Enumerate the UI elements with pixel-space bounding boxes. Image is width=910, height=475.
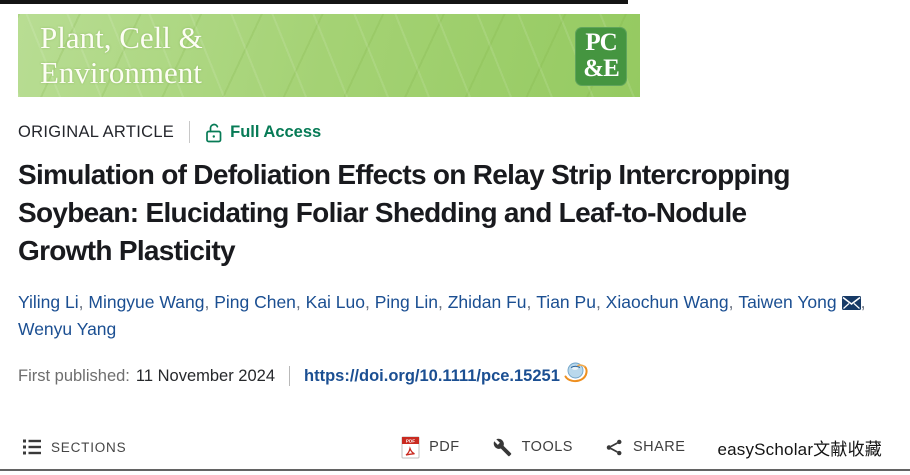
journal-logo: PC &E [575,27,627,86]
pdf-button[interactable]: PDF PDF [401,436,460,459]
author-separator: , [365,292,375,312]
doi-link[interactable]: https://doi.org/10.1111/pce.15251 [304,366,560,385]
easyscholar-extension-label: easyScholar文献收藏 [717,439,882,459]
author-separator: , [204,292,215,312]
wrench-icon [493,438,511,456]
journal-banner[interactable]: Plant, Cell & Environment PC &E [18,14,640,97]
article-meta-row: ORIGINAL ARTICLE Full Access [18,121,321,143]
author-link[interactable]: Taiwen Yong [738,292,837,312]
tools-label: TOOLS [521,439,573,455]
title-line: Soybean: Elucidating Foliar Shedding and… [18,197,747,228]
tools-button[interactable]: TOOLS [492,437,573,458]
author-link[interactable]: Tian Pu [536,292,596,312]
author-link[interactable]: Kai Luo [305,292,366,312]
open-lock-icon [206,123,222,142]
author-separator: , [595,292,606,312]
title-line: Growth Plasticity [18,235,236,266]
publication-divider [289,366,291,386]
author-separator: , [860,292,866,312]
author-separator: , [438,292,448,312]
share-button[interactable]: SHARE [605,437,685,458]
bottom-border-line [0,469,910,471]
svg-text:PDF: PDF [406,438,415,443]
publication-info-row: First published: 11 November 2024 https:… [18,362,590,386]
sections-button[interactable]: SECTIONS [22,438,126,456]
meta-divider [189,121,191,143]
journal-name-line1: Plant, Cell & [40,20,203,55]
pdf-file-icon: PDF [401,436,420,458]
sections-label: SECTIONS [51,439,127,455]
article-type-label: ORIGINAL ARTICLE [18,122,175,141]
journal-logo-bottom: &E [583,55,620,82]
full-access-label: Full Access [230,122,322,141]
author-link[interactable]: Xiaochun Wang [605,292,729,312]
sections-list-icon [23,439,41,455]
author-line-1: Yiling Li, Mingyue Wang, Ping Chen, Kai … [18,289,902,316]
author-link[interactable]: Wenyu Yang [18,319,117,339]
author-list: Yiling Li, Mingyue Wang, Ping Chen, Kai … [18,289,902,343]
top-border-line [0,0,628,4]
author-link[interactable]: Mingyue Wang [88,292,205,312]
author-line-2: Wenyu Yang [18,316,902,343]
author-link[interactable]: Ping Lin [374,292,438,312]
author-separator: , [295,292,306,312]
journal-name: Plant, Cell & Environment [40,20,203,90]
scholar-badge-icon[interactable] [562,358,590,386]
easyscholar-extension-button[interactable]: easyScholar文献收藏 [717,435,882,460]
author-link[interactable]: Yiling Li [18,292,79,312]
author-separator: , [526,292,537,312]
author-separator: , [78,292,89,312]
journal-logo-top: PC [585,29,617,56]
article-toolbar: SECTIONS PDF PDF TOOLS [22,432,882,462]
share-label: SHARE [632,439,686,455]
article-title: Simulation of Defoliation Effects on Rel… [18,156,898,270]
full-access-badge: Full Access [205,122,321,143]
published-date: 11 November 2024 [135,366,276,385]
pdf-label: PDF [429,439,460,455]
email-icon[interactable] [841,296,861,310]
first-published-label: First published: [18,366,130,385]
author-link[interactable]: Zhidan Fu [447,292,527,312]
title-line: Simulation of Defoliation Effects on Rel… [18,159,790,190]
toolbar-actions: PDF PDF TOOLS SHARE [401,435,882,460]
author-link[interactable]: Ping Chen [214,292,296,312]
author-separator: , [728,292,739,312]
share-icon [606,439,622,455]
journal-name-line2: Environment [40,55,202,90]
